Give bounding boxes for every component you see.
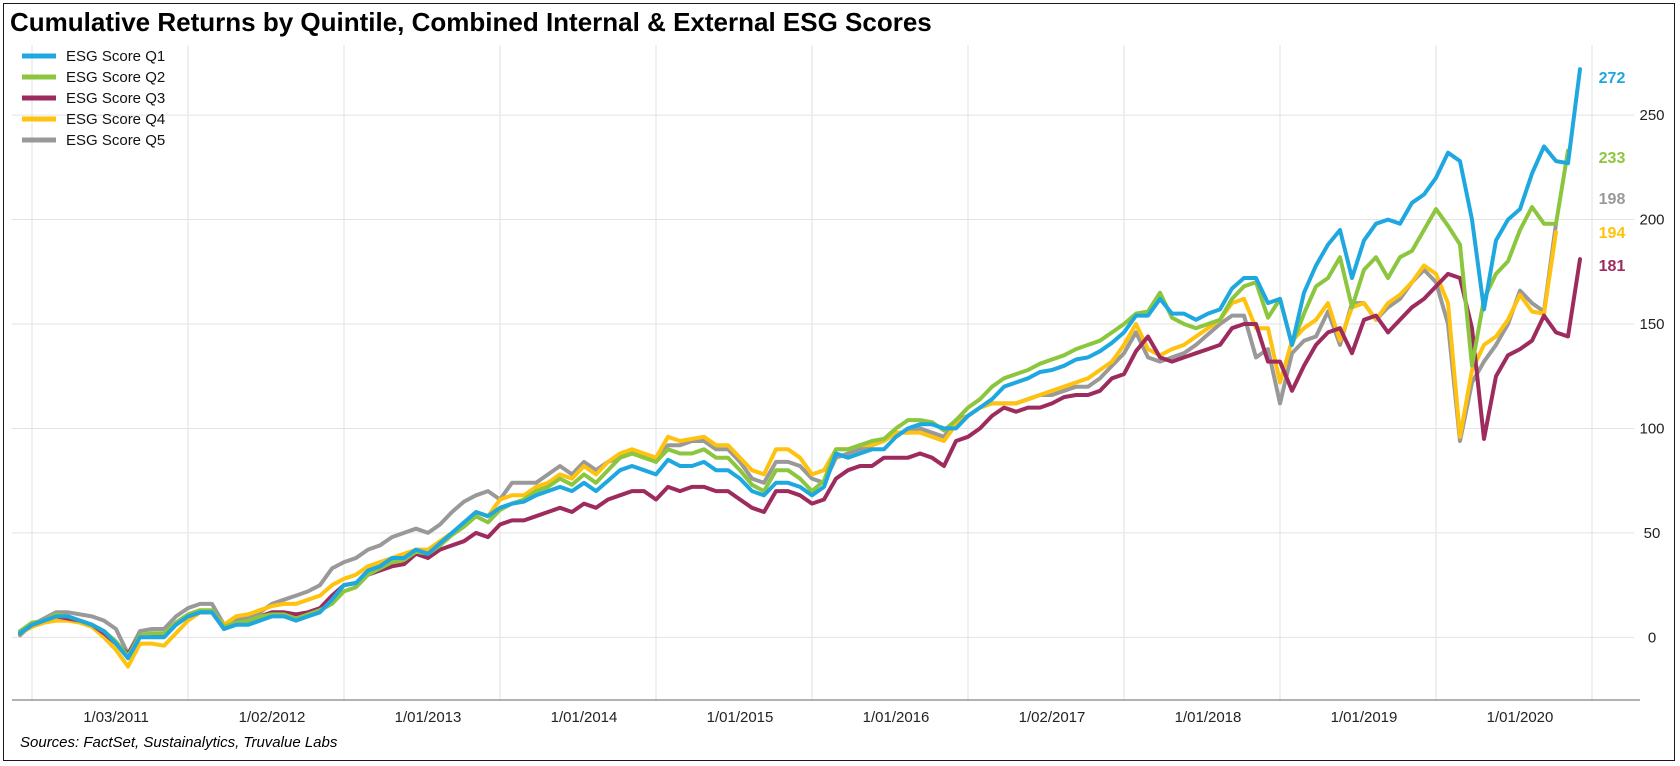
- x-tick-label: 1/01/2013: [395, 709, 462, 726]
- grid-lines: [12, 45, 1634, 700]
- legend-label: ESG Score Q3: [66, 90, 165, 107]
- series-line-esg-score-q5: [18, 221, 1558, 656]
- end-label-esg-score-q3: 181: [1599, 258, 1626, 275]
- legend-label: ESG Score Q5: [66, 132, 165, 149]
- end-labels: 272 233 181 194 198: [1599, 70, 1626, 275]
- y-tick-label: 50: [1644, 525, 1661, 542]
- series-line-esg-score-q4: [18, 230, 1558, 669]
- end-label-esg-score-q1: 272: [1599, 70, 1626, 87]
- chart-frame: [3, 3, 1675, 761]
- end-label-esg-score-q5: 198: [1599, 191, 1626, 208]
- legend-label: ESG Score Q1: [66, 48, 165, 65]
- x-tick-label: 1/03/2011: [83, 709, 149, 726]
- x-tick-label: 1/02/2017: [1019, 709, 1086, 726]
- axes: 0 50 100 150 200 250 1/03/2011 1/02/2012 1/01/20…: [12, 107, 1665, 726]
- legend-label: ESG Score Q4: [66, 111, 165, 128]
- chart-title: Cumulative Returns by Quintile, Combined…: [10, 7, 932, 37]
- y-tick-label: 100: [1639, 420, 1664, 437]
- x-tick-label: 1/01/2015: [707, 709, 774, 726]
- x-tick-label: 1/01/2016: [863, 709, 930, 726]
- series-line-esg-score-q1: [18, 67, 1582, 661]
- x-tick-label: 1/02/2012: [239, 709, 306, 726]
- end-label-esg-score-q4: 194: [1599, 225, 1626, 242]
- end-label-esg-score-q2: 233: [1599, 150, 1626, 167]
- y-tick-label: 0: [1648, 629, 1656, 646]
- source-note: Sources: FactSet, Sustainalytics, Truval…: [20, 734, 338, 751]
- x-tick-label: 1/01/2018: [1175, 709, 1242, 726]
- y-tick-label: 200: [1639, 212, 1664, 229]
- series-line-esg-score-q2: [18, 148, 1570, 659]
- x-tick-label: 1/01/2020: [1487, 709, 1554, 726]
- x-tick-label: 1/01/2014: [551, 709, 618, 726]
- series-lines: [18, 67, 1582, 669]
- y-tick-label: 250: [1639, 107, 1664, 124]
- legend: ESG Score Q1 ESG Score Q2 ESG Score Q3 ESG …: [22, 48, 165, 149]
- x-tick-label: 1/01/2019: [1331, 709, 1398, 726]
- legend-label: ESG Score Q2: [66, 69, 165, 86]
- series-line-esg-score-q3: [18, 257, 1582, 656]
- y-tick-label: 150: [1639, 316, 1664, 333]
